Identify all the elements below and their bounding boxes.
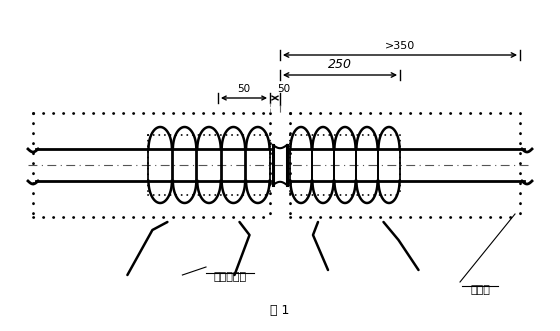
Text: 50: 50 [237,84,250,94]
Text: 保温区: 保温区 [470,285,490,295]
Text: 50: 50 [277,84,291,94]
Text: 图 1: 图 1 [270,304,290,316]
Text: 250: 250 [328,58,352,71]
Text: 绳式加热器: 绳式加热器 [213,272,246,282]
Text: >350: >350 [385,41,415,51]
